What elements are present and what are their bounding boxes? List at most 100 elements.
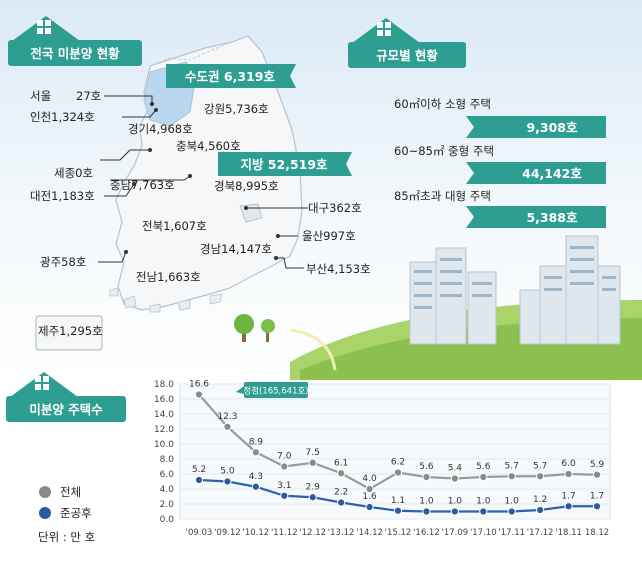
chart-section-header: 미분양 주택수 xyxy=(6,372,126,422)
completed-point xyxy=(592,502,602,511)
total-data-label: 6.0 xyxy=(561,459,576,469)
y-tick-label: 4.0 xyxy=(160,485,175,495)
completed-data-label: 2.2 xyxy=(334,488,348,498)
completed-data-label: 1.7 xyxy=(590,491,604,501)
y-tick-label: 16.0 xyxy=(154,395,174,405)
label-jeonbuk: 전북1,607호 xyxy=(142,219,207,233)
line-chart: 0.0 2.0 4.0 6.0 8.0 10.0 12.0 14.0 16.0 18.0 '09.… xyxy=(154,380,611,538)
completed-data-label: 1.0 xyxy=(419,497,434,507)
x-tick-label: '09.03 xyxy=(186,528,213,538)
completed-data-label: 2.9 xyxy=(306,482,321,492)
x-tick-label: '17.10 xyxy=(470,528,497,538)
label-ulsan: 울산997호 xyxy=(302,229,356,243)
y-tick-label: 10.0 xyxy=(154,440,174,450)
total-data-label: 6.2 xyxy=(391,458,405,468)
capital-banner: 수도권 6,319호 xyxy=(166,64,296,88)
completed-point xyxy=(308,493,317,502)
map-dots xyxy=(124,102,280,260)
size-small-value: 9,308호 xyxy=(526,120,578,135)
korea-map: 서울 27호 인천1,324호 경기4,968호 강원5,736호 충북4,56… xyxy=(30,35,371,351)
y-tick-label: 12.0 xyxy=(154,425,174,435)
x-tick-label: '17.12 xyxy=(527,528,554,538)
y-tick-label: 0.0 xyxy=(160,515,175,525)
series-points xyxy=(194,390,602,516)
label-seoul: 서울 xyxy=(30,89,51,103)
size-large-bar xyxy=(466,206,606,228)
total-data-label: 5.6 xyxy=(419,462,434,472)
label-gyeongbuk: 경북8,995호 xyxy=(214,179,279,193)
data-labels: 16.6 12.3 8.9 7.0 7.5 6.1 4.0 6.2 5.6 5.4 5.6 5.7 5.… xyxy=(189,380,604,507)
total-data-label: 5.9 xyxy=(590,460,605,470)
size-small-bar xyxy=(466,116,606,138)
total-data-label: 7.5 xyxy=(306,448,320,458)
y-tick-label: 2.0 xyxy=(160,500,175,510)
unit-label: 단위 : 만 호 xyxy=(38,530,95,544)
label-incheon: 인천1,324호 xyxy=(30,110,95,124)
legend-total-label: 전체 xyxy=(60,485,81,499)
x-tick-label: '10.12 xyxy=(243,528,270,538)
chart-section-title: 미분양 주택수 xyxy=(29,402,103,417)
total-data-label: 16.6 xyxy=(189,380,209,390)
completed-data-label: 1.6 xyxy=(362,492,377,502)
legend-completed-marker xyxy=(39,507,51,519)
total-point xyxy=(308,458,317,467)
label-jeonnam: 전남1,663호 xyxy=(136,270,201,284)
total-point xyxy=(507,472,516,481)
x-tick-label: '11.12 xyxy=(271,528,298,538)
total-data-label: 5.6 xyxy=(476,462,491,472)
completed-point xyxy=(365,502,374,512)
label-sejong: 세종0호 xyxy=(54,166,93,180)
x-tick-label: '17.09 xyxy=(442,528,469,538)
label-gyeongnam: 경남14,147호 xyxy=(200,242,272,256)
x-tick-label: '14.12 xyxy=(356,528,383,538)
label-chungnam: 충남7,763호 xyxy=(110,178,175,192)
total-point xyxy=(536,472,545,481)
completed-data-label: 1.1 xyxy=(391,496,405,506)
total-data-label: 5.7 xyxy=(505,461,519,471)
total-point xyxy=(450,474,459,483)
completed-data-label: 5.2 xyxy=(192,465,206,475)
size-medium-value: 44,142호 xyxy=(522,166,582,181)
plot-area xyxy=(179,383,611,520)
x-tick-label: 18.12 xyxy=(585,528,609,538)
total-data-label: 4.0 xyxy=(362,474,377,484)
north-border xyxy=(149,41,233,67)
x-tick-label: '16.12 xyxy=(413,528,440,538)
y-tick-label: 6.0 xyxy=(160,470,175,480)
completed-point xyxy=(223,477,232,486)
map-section-title: 전국 미분양 현황 xyxy=(30,46,120,61)
total-point xyxy=(251,448,260,457)
label-gwangju: 광주58호 xyxy=(40,255,86,269)
label-gangwon: 강원5,736호 xyxy=(204,102,269,116)
building-icon xyxy=(377,22,391,36)
completed-point xyxy=(194,475,204,485)
completed-point xyxy=(422,507,431,516)
capital-total: 수도권 6,319호 xyxy=(185,69,275,84)
building-icon xyxy=(37,20,51,34)
total-data-label: 5.7 xyxy=(533,461,547,471)
size-section-title: 규모별 현황 xyxy=(376,48,438,63)
total-point xyxy=(393,468,403,477)
peak-callout: 정점(165,641호) xyxy=(236,382,309,398)
completed-data-label: 1.2 xyxy=(533,495,547,505)
x-tick-label: '17.11 xyxy=(498,528,525,538)
total-point xyxy=(564,469,573,479)
x-tick-labels: '09.03'09.12'10.12'11.12'12.12'13.12'14.… xyxy=(186,528,610,538)
total-data-label: 12.3 xyxy=(217,412,237,422)
x-tick-label: '18.11 xyxy=(555,528,582,538)
label-busan: 부산4,153호 xyxy=(306,262,371,276)
total-point xyxy=(479,472,488,482)
label-daejeon: 대전1,183호 xyxy=(30,189,95,203)
y-tick-labels: 0.0 2.0 4.0 6.0 8.0 10.0 12.0 14.0 16.0 18.0 xyxy=(154,380,174,525)
city-illustration xyxy=(234,235,642,380)
size-medium-label: 60~85㎡ 중형 주택 xyxy=(394,144,494,158)
label-chungbuk: 충북4,560호 xyxy=(176,139,241,153)
y-tick-label: 18.0 xyxy=(154,380,174,390)
building-icon xyxy=(35,376,49,390)
label-seoul-value: 27호 xyxy=(76,89,101,103)
completed-point xyxy=(564,502,573,511)
completed-point xyxy=(479,507,488,516)
total-point xyxy=(337,469,346,478)
label-daegu: 대구362호 xyxy=(308,201,362,215)
